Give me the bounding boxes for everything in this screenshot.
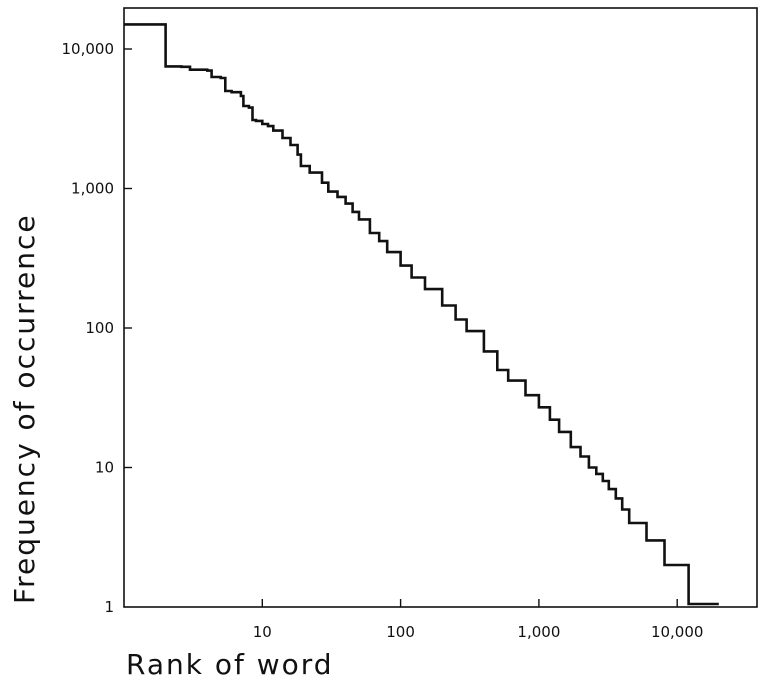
x-axis-title: Rank of word: [126, 648, 334, 681]
x-tick-label: 100: [386, 623, 415, 641]
series-line: [124, 23, 719, 606]
y-tick-label: 10: [95, 459, 114, 477]
x-tick-label: 10,000: [651, 623, 704, 641]
y-tick-label: 100: [85, 319, 114, 337]
x-tick-label: 10: [253, 623, 272, 641]
plot-frame: [123, 7, 758, 608]
y-tick-label: 1,000: [71, 180, 114, 198]
y-tick-label: 10,000: [62, 40, 115, 58]
y-axis-tick-labels: 1 10 100 1,000 10,000: [62, 40, 115, 616]
x-axis-tick-labels: 10 100 1,000 10,000: [253, 623, 704, 641]
axis-ticks: [124, 48, 678, 607]
x-tick-label: 1,000: [517, 623, 560, 641]
y-tick-label: 1: [104, 598, 114, 616]
y-axis-title: Frequency of occurrence: [8, 213, 41, 604]
